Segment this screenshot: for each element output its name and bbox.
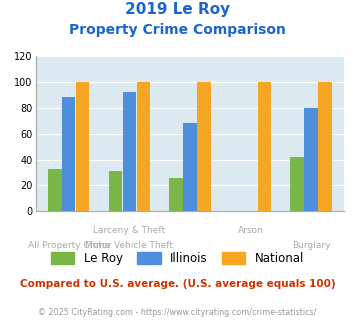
Bar (109, 171, 122, 211)
Text: All Property Crime: All Property Crime (28, 241, 110, 250)
Text: 2019 Le Roy: 2019 Le Roy (125, 2, 230, 16)
Bar (183, 123, 197, 211)
Bar (197, 82, 211, 211)
Legend: Le Roy, Illinois, National: Le Roy, Illinois, National (46, 247, 309, 269)
Text: Compared to U.S. average. (U.S. average equals 100): Compared to U.S. average. (U.S. average … (20, 279, 335, 289)
Text: Burglary: Burglary (292, 241, 330, 250)
Bar (318, 82, 332, 211)
Text: Larceny & Theft: Larceny & Theft (93, 226, 165, 235)
Bar (169, 178, 183, 211)
Bar (258, 82, 271, 211)
Text: Arson: Arson (237, 226, 263, 235)
Bar (137, 82, 150, 211)
Bar (123, 92, 136, 211)
Bar (48, 169, 61, 211)
Text: Motor Vehicle Theft: Motor Vehicle Theft (85, 241, 173, 250)
Text: Property Crime Comparison: Property Crime Comparison (69, 23, 286, 37)
Bar (76, 82, 89, 211)
Bar (304, 108, 318, 211)
Bar (290, 157, 304, 211)
Text: © 2025 CityRating.com - https://www.cityrating.com/crime-statistics/: © 2025 CityRating.com - https://www.city… (38, 308, 317, 316)
Bar (62, 97, 76, 211)
